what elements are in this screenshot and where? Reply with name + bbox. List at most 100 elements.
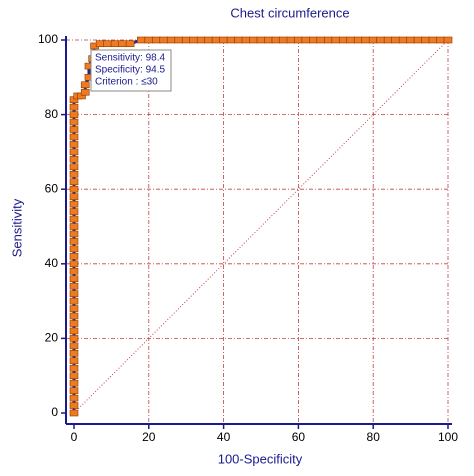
roc-point bbox=[271, 36, 281, 44]
roc-point bbox=[406, 36, 415, 44]
roc-point bbox=[69, 230, 79, 238]
roc-point bbox=[436, 36, 445, 44]
x-tick-label: 100 bbox=[438, 430, 458, 444]
roc-point bbox=[391, 36, 400, 44]
roc-point bbox=[69, 402, 79, 409]
roc-point bbox=[331, 36, 341, 44]
roc-point bbox=[118, 40, 127, 48]
roc-point bbox=[69, 372, 79, 380]
roc-point bbox=[443, 36, 453, 44]
y-tick-label: 60 bbox=[45, 181, 59, 195]
annotation-text: Specificity: 94.5 bbox=[95, 65, 165, 76]
roc-point bbox=[361, 36, 371, 44]
roc-point bbox=[69, 379, 79, 387]
roc-point bbox=[69, 103, 79, 111]
roc-point bbox=[69, 238, 79, 245]
chart-title: Chest circumference bbox=[230, 5, 349, 20]
roc-point bbox=[174, 36, 184, 44]
y-tick-label: 80 bbox=[45, 107, 59, 121]
annotation-text: Sensitivity: 98.4 bbox=[95, 53, 165, 64]
roc-point bbox=[144, 36, 154, 44]
annotation-box bbox=[90, 49, 172, 92]
roc-point bbox=[294, 36, 303, 44]
roc-point bbox=[69, 394, 79, 402]
y-tick-label: 20 bbox=[45, 331, 59, 345]
roc-point bbox=[69, 156, 79, 163]
roc-point bbox=[181, 36, 191, 44]
roc-point bbox=[383, 36, 393, 44]
roc-point bbox=[353, 36, 363, 44]
roc-point bbox=[219, 36, 228, 44]
reference-line bbox=[73, 39, 449, 414]
roc-point bbox=[256, 36, 266, 44]
y-tick-label: 0 bbox=[51, 405, 58, 419]
roc-point bbox=[151, 36, 161, 44]
roc-point bbox=[95, 40, 105, 48]
roc-point bbox=[249, 36, 258, 44]
roc-point bbox=[398, 36, 408, 44]
roc-point bbox=[316, 36, 326, 44]
roc-point bbox=[279, 36, 288, 44]
x-tick-label: 60 bbox=[292, 430, 306, 444]
roc-point bbox=[69, 253, 79, 260]
annotation-text: Criterion : ≤30 bbox=[95, 77, 158, 88]
roc-point bbox=[69, 185, 79, 193]
roc-point bbox=[80, 81, 90, 89]
roc-point bbox=[69, 193, 79, 200]
roc-point bbox=[376, 36, 385, 44]
roc-point bbox=[69, 364, 79, 372]
roc-point bbox=[226, 36, 236, 44]
roc-point bbox=[69, 178, 79, 186]
roc-point bbox=[69, 260, 79, 268]
roc-point bbox=[69, 133, 79, 141]
roc-point bbox=[264, 36, 273, 44]
roc-point bbox=[413, 36, 423, 44]
roc-point bbox=[69, 387, 79, 394]
roc-point bbox=[69, 223, 79, 230]
roc-point bbox=[196, 36, 206, 44]
roc-point bbox=[80, 88, 90, 96]
roc-point bbox=[69, 409, 79, 417]
y-tick-label: 100 bbox=[38, 32, 58, 46]
roc-point bbox=[69, 297, 79, 305]
roc-point bbox=[166, 36, 176, 44]
roc-point bbox=[69, 267, 79, 275]
roc-point bbox=[69, 350, 79, 357]
roc-point bbox=[338, 36, 348, 44]
x-tick-label: 80 bbox=[367, 430, 381, 444]
roc-point bbox=[69, 275, 79, 283]
roc-point bbox=[69, 290, 79, 297]
roc-point bbox=[204, 36, 213, 44]
roc-point bbox=[421, 36, 430, 44]
roc-point bbox=[137, 36, 146, 44]
roc-point bbox=[69, 215, 79, 223]
roc-point bbox=[368, 36, 378, 44]
roc-point bbox=[69, 148, 79, 156]
roc-point bbox=[301, 36, 311, 44]
y-axis-label: Sensitivity bbox=[9, 198, 24, 257]
roc-point bbox=[69, 312, 79, 320]
roc-point bbox=[103, 40, 112, 48]
roc-point bbox=[69, 245, 79, 253]
roc-point bbox=[428, 36, 438, 44]
roc-point bbox=[211, 36, 221, 44]
roc-point bbox=[286, 36, 296, 44]
roc-point bbox=[69, 335, 79, 342]
roc-point bbox=[69, 126, 79, 133]
roc-point bbox=[69, 163, 79, 171]
roc-point bbox=[69, 200, 79, 208]
roc-point bbox=[189, 36, 198, 44]
roc-point bbox=[69, 327, 79, 335]
roc-point bbox=[309, 36, 318, 44]
roc-point bbox=[324, 36, 333, 44]
x-axis-label: 100-Specificity bbox=[218, 451, 303, 466]
roc-point bbox=[69, 320, 79, 327]
roc-point bbox=[125, 40, 135, 48]
roc-point bbox=[69, 111, 79, 118]
roc-point bbox=[234, 36, 243, 44]
roc-point bbox=[159, 36, 169, 44]
roc-point bbox=[69, 141, 79, 148]
roc-point bbox=[69, 342, 79, 350]
roc-point bbox=[110, 40, 120, 48]
